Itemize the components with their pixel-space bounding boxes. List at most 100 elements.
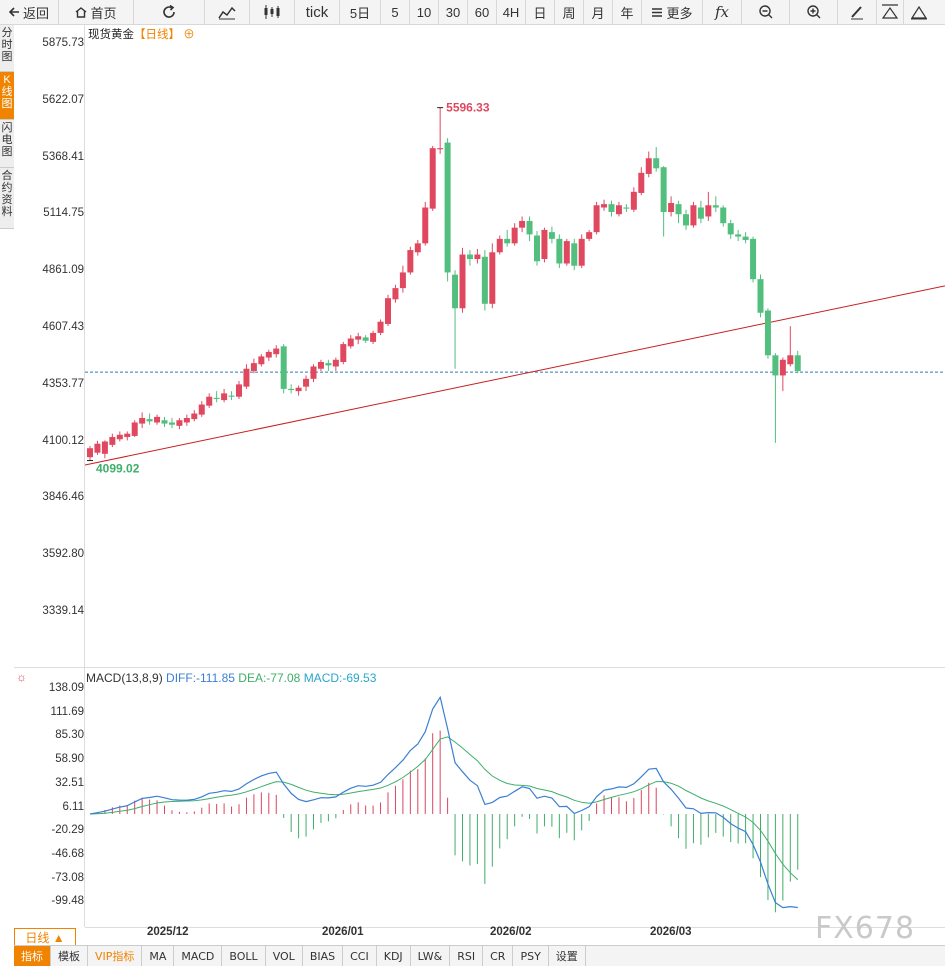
side-tab-timeshare[interactable]: 分时图	[0, 25, 14, 72]
period-60min[interactable]: 60	[468, 0, 497, 24]
candle	[392, 284, 399, 303]
candle	[690, 201, 697, 228]
indicator-tab-14[interactable]: 设置	[549, 946, 586, 966]
candle-body	[191, 413, 198, 420]
price-tick-label: 3339.14	[42, 605, 84, 617]
indicator-tab-12[interactable]: CR	[483, 946, 514, 966]
indicator-tab-0[interactable]: 指标	[14, 946, 51, 966]
period-30min[interactable]: 30	[439, 0, 468, 24]
draw-shape-button[interactable]	[904, 0, 934, 24]
side-tabs: 分时图 K线图 闪电图 合约资料	[0, 25, 14, 229]
candle-body	[295, 387, 302, 392]
candle-body	[615, 205, 622, 215]
candle-body	[563, 241, 570, 264]
candle	[303, 375, 310, 392]
price-chart[interactable]: 5596.33 4099.02	[85, 25, 945, 667]
candle	[452, 270, 459, 369]
chart-type-button[interactable]	[205, 0, 250, 24]
diff-line	[89, 695, 798, 909]
panel-divider	[14, 667, 945, 668]
candle-body	[720, 207, 727, 224]
candle	[578, 234, 585, 268]
side-tab-kline[interactable]: K线图	[0, 72, 14, 120]
indicator-tab-7[interactable]: BIAS	[303, 946, 344, 966]
back-button[interactable]: 返回	[0, 0, 59, 24]
indicator-tab-9[interactable]: KDJ	[377, 946, 411, 966]
candle-body	[399, 272, 406, 289]
period-selector[interactable]: 日线 ▲	[14, 928, 76, 946]
indicator-tab-1[interactable]: 模板	[51, 946, 88, 966]
indicator-settings-icon[interactable]: ☼	[16, 670, 27, 684]
side-tab-flash[interactable]: 闪电图	[0, 120, 14, 168]
candlestick-icon	[264, 5, 280, 19]
candle-body	[750, 238, 757, 280]
period-month[interactable]: 月	[584, 0, 613, 24]
candle-body	[735, 234, 742, 237]
candle-body	[265, 351, 272, 358]
candle	[735, 229, 742, 242]
candle-body	[228, 395, 235, 397]
candle	[236, 381, 242, 399]
indicator-tab-4[interactable]: MACD	[174, 946, 223, 966]
add-icon[interactable]: ⊕	[180, 29, 195, 41]
formula-button[interactable]: fx	[703, 0, 742, 24]
candle-body	[705, 205, 712, 217]
indicator-tab-11[interactable]: RSI	[450, 946, 484, 966]
candle-body	[385, 298, 391, 324]
zoom-in-button[interactable]	[790, 0, 838, 24]
side-tab-contract[interactable]: 合约资料	[0, 168, 14, 229]
candle	[161, 416, 168, 427]
indicator-tab-8[interactable]: CCI	[343, 946, 377, 966]
candle	[124, 431, 131, 441]
candle	[638, 167, 645, 196]
candle	[720, 205, 727, 227]
candle	[399, 265, 406, 293]
price-tick-label: 4353.77	[42, 377, 84, 390]
candle	[504, 229, 511, 247]
draw-pen-button[interactable]	[838, 0, 877, 24]
macd-chart[interactable]	[85, 668, 945, 926]
trend-line[interactable]	[85, 285, 945, 466]
candle	[437, 107, 444, 154]
candle	[414, 239, 421, 256]
candle	[168, 417, 175, 429]
candle-type-button[interactable]	[250, 0, 295, 24]
period-day[interactable]: 日	[526, 0, 555, 24]
period-name: 【日线】	[134, 29, 180, 41]
indicator-tab-2[interactable]: VIP指标	[88, 946, 143, 966]
period-year[interactable]: 年	[613, 0, 642, 24]
tick-button[interactable]: tick	[295, 0, 340, 24]
candle-body	[422, 207, 429, 244]
x-axis-line	[85, 927, 945, 928]
period-4h[interactable]: 4H	[497, 0, 526, 24]
macd-dea-value: DEA:-77.08	[238, 671, 301, 685]
home-button[interactable]: 首页	[59, 0, 134, 24]
watermark-logo: FX678	[815, 911, 916, 946]
period-week[interactable]: 周	[555, 0, 584, 24]
candle	[444, 138, 451, 282]
candle	[288, 384, 295, 394]
candle	[668, 196, 675, 217]
indicator-tab-13[interactable]: PSY	[513, 946, 549, 966]
zoom-out-button[interactable]	[742, 0, 790, 24]
draw-triangle-button[interactable]	[877, 0, 904, 24]
indicator-tab-10[interactable]: LW&	[411, 946, 451, 966]
candle	[645, 151, 652, 178]
period-5day[interactable]: 5日	[340, 0, 381, 24]
candle	[764, 308, 771, 359]
refresh-button[interactable]	[134, 0, 205, 24]
candle	[489, 243, 496, 309]
indicator-tab-3[interactable]: MA	[142, 946, 175, 966]
macd-tick-label: -20.29	[51, 824, 84, 837]
period-5min[interactable]: 5	[381, 0, 410, 24]
period-10min[interactable]: 10	[410, 0, 439, 24]
price-tick-label: 5622.07	[42, 93, 84, 106]
candle	[362, 335, 369, 343]
candle	[772, 353, 779, 443]
macd-tick-label: 58.90	[55, 753, 84, 766]
indicator-tab-6[interactable]: VOL	[266, 946, 303, 966]
indicator-tab-5[interactable]: BOLL	[222, 946, 266, 966]
more-button[interactable]: 更多	[642, 0, 703, 24]
chart-title: 现货黄金【日线】 ⊕	[88, 26, 195, 42]
macd-tick-label: -46.68	[51, 847, 84, 860]
